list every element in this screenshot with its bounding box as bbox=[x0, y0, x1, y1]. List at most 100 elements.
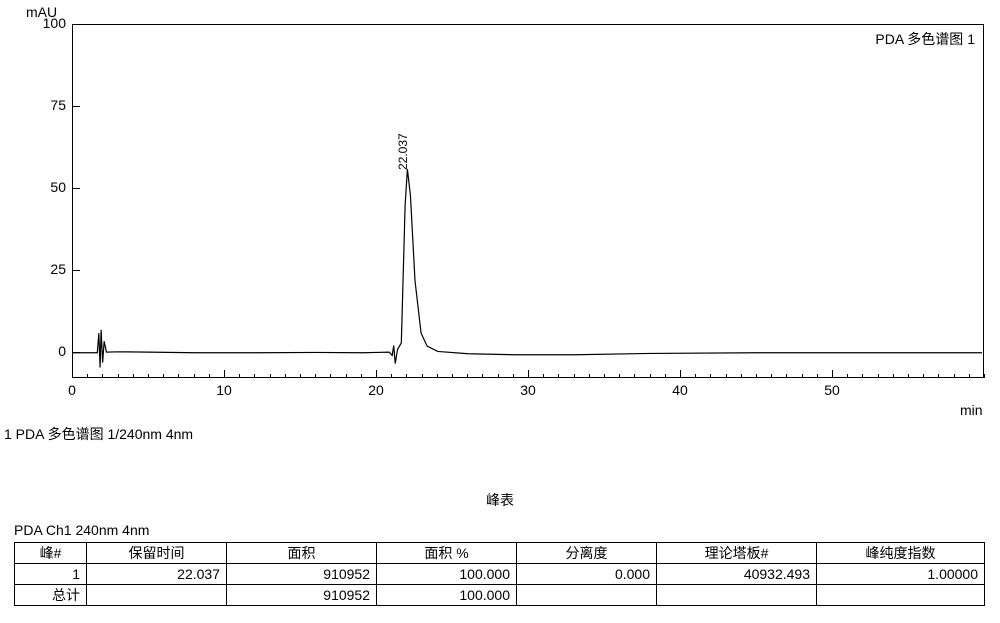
x-tick-major bbox=[832, 370, 833, 378]
x-tick-minor bbox=[133, 374, 134, 378]
x-tick-minor bbox=[726, 374, 727, 378]
x-tick-minor bbox=[665, 374, 666, 378]
x-tick-minor bbox=[194, 374, 195, 378]
x-tick-minor bbox=[878, 374, 879, 378]
x-tick-minor bbox=[467, 374, 468, 378]
x-tick-minor bbox=[786, 374, 787, 378]
y-tick-label: 75 bbox=[26, 97, 66, 113]
x-tick-minor bbox=[984, 374, 985, 378]
x-tick-minor bbox=[315, 374, 316, 378]
x-tick-label: 10 bbox=[209, 382, 239, 398]
x-tick-minor bbox=[908, 374, 909, 378]
x-tick-minor bbox=[300, 374, 301, 378]
y-tick bbox=[72, 24, 80, 25]
x-tick-major bbox=[224, 370, 225, 378]
peak-table: 峰#保留时间面积面积 %分离度理论塔板#峰纯度指数122.03791095210… bbox=[14, 542, 985, 606]
x-tick-minor bbox=[634, 374, 635, 378]
x-tick-minor bbox=[954, 374, 955, 378]
y-tick-label: 50 bbox=[26, 179, 66, 195]
table-header-cell: 面积 bbox=[227, 543, 377, 564]
x-tick-minor bbox=[817, 374, 818, 378]
table-cell: 1 bbox=[15, 564, 87, 585]
x-tick-minor bbox=[330, 374, 331, 378]
table-cell bbox=[657, 585, 817, 606]
table-header-cell: 峰# bbox=[15, 543, 87, 564]
x-tick-minor bbox=[346, 374, 347, 378]
x-axis-label: min bbox=[960, 402, 983, 418]
table-header-cell: 保留时间 bbox=[87, 543, 227, 564]
table-cell: 100.000 bbox=[377, 564, 517, 585]
x-tick-major bbox=[680, 370, 681, 378]
x-tick-label: 40 bbox=[665, 382, 695, 398]
x-tick-minor bbox=[543, 374, 544, 378]
table-header-cell: 峰纯度指数 bbox=[817, 543, 985, 564]
x-tick-label: 30 bbox=[513, 382, 543, 398]
x-tick-minor bbox=[893, 374, 894, 378]
y-tick bbox=[72, 106, 80, 107]
x-tick-minor bbox=[498, 374, 499, 378]
chart-caption: 1 PDA 多色谱图 1/240nm 4nm bbox=[4, 424, 193, 444]
x-tick-major bbox=[376, 370, 377, 378]
x-tick-label: 50 bbox=[817, 382, 847, 398]
x-tick-minor bbox=[178, 374, 179, 378]
x-tick-minor bbox=[239, 374, 240, 378]
table-caption: PDA Ch1 240nm 4nm bbox=[14, 522, 149, 538]
x-tick-minor bbox=[847, 374, 848, 378]
x-tick-minor bbox=[87, 374, 88, 378]
x-tick-minor bbox=[802, 374, 803, 378]
x-tick-minor bbox=[391, 374, 392, 378]
table-cell: 1.00000 bbox=[817, 564, 985, 585]
table-row: 122.037910952100.0000.00040932.4931.0000… bbox=[15, 564, 985, 585]
table-row: 总计910952100.000 bbox=[15, 585, 985, 606]
table-header-cell: 理论塔板# bbox=[657, 543, 817, 564]
x-tick-minor bbox=[862, 374, 863, 378]
x-tick-minor bbox=[422, 374, 423, 378]
x-tick-minor bbox=[437, 374, 438, 378]
x-tick-minor bbox=[969, 374, 970, 378]
table-cell: 100.000 bbox=[377, 585, 517, 606]
x-tick-minor bbox=[163, 374, 164, 378]
x-tick-minor bbox=[604, 374, 605, 378]
y-tick-label: 100 bbox=[26, 15, 66, 31]
x-tick-minor bbox=[118, 374, 119, 378]
y-tick bbox=[72, 188, 80, 189]
x-tick-label: 20 bbox=[361, 382, 391, 398]
x-tick-label: 0 bbox=[57, 382, 87, 398]
table-cell bbox=[817, 585, 985, 606]
x-tick-minor bbox=[482, 374, 483, 378]
x-tick-minor bbox=[209, 374, 210, 378]
table-cell: 总计 bbox=[15, 585, 87, 606]
x-tick-minor bbox=[558, 374, 559, 378]
x-tick-minor bbox=[452, 374, 453, 378]
x-tick-major bbox=[528, 370, 529, 378]
x-tick-minor bbox=[513, 374, 514, 378]
table-cell: 0.000 bbox=[517, 564, 657, 585]
y-tick bbox=[72, 270, 80, 271]
table-header-cell: 分离度 bbox=[517, 543, 657, 564]
chromatogram-plot: PDA 多色谱图 1 bbox=[72, 24, 984, 378]
table-title: 峰表 bbox=[0, 490, 1000, 510]
y-tick-label: 0 bbox=[26, 343, 66, 359]
x-tick-minor bbox=[756, 374, 757, 378]
x-tick-minor bbox=[741, 374, 742, 378]
x-tick-minor bbox=[254, 374, 255, 378]
x-tick-minor bbox=[710, 374, 711, 378]
x-tick-minor bbox=[574, 374, 575, 378]
chromatogram-line bbox=[73, 25, 985, 379]
y-tick bbox=[72, 352, 80, 353]
x-tick-minor bbox=[102, 374, 103, 378]
x-tick-minor bbox=[589, 374, 590, 378]
table-cell: 40932.493 bbox=[657, 564, 817, 585]
x-tick-minor bbox=[650, 374, 651, 378]
x-tick-minor bbox=[695, 374, 696, 378]
table-header-cell: 面积 % bbox=[377, 543, 517, 564]
table-cell bbox=[87, 585, 227, 606]
table-cell: 22.037 bbox=[87, 564, 227, 585]
x-tick-minor bbox=[923, 374, 924, 378]
table-cell bbox=[517, 585, 657, 606]
x-tick-minor bbox=[148, 374, 149, 378]
x-tick-minor bbox=[361, 374, 362, 378]
peak-retention-label: 22.037 bbox=[396, 133, 410, 170]
x-tick-minor bbox=[406, 374, 407, 378]
plot-title: PDA 多色谱图 1 bbox=[875, 29, 975, 49]
